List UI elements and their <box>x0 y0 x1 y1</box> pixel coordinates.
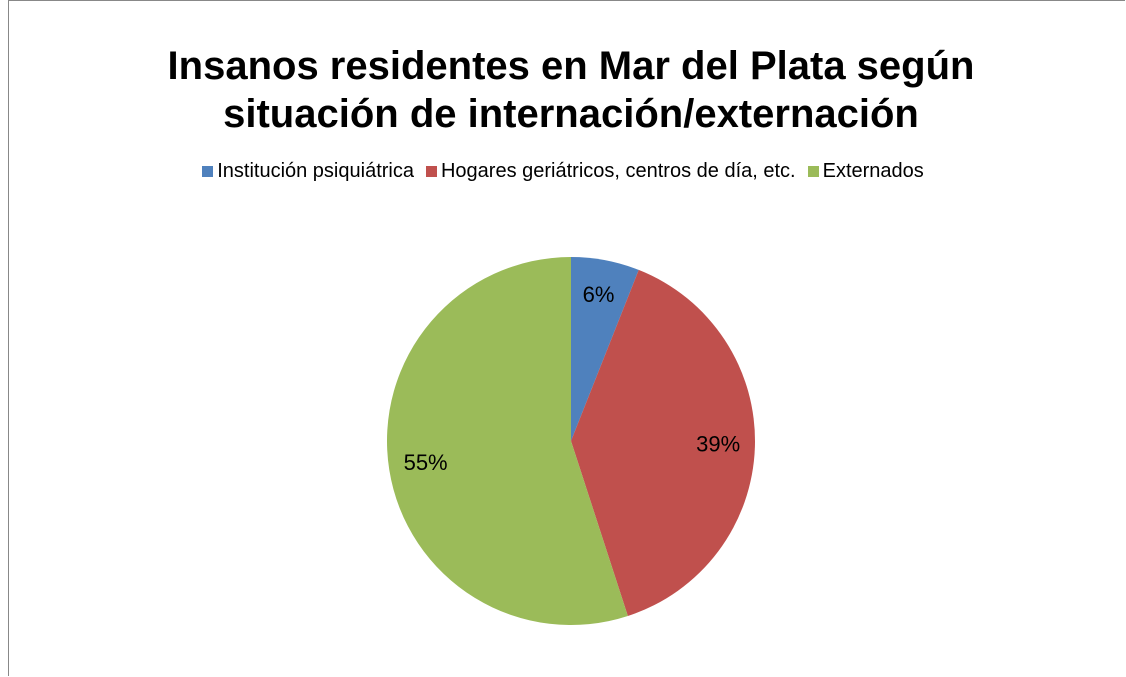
chart-frame <box>8 0 1125 676</box>
legend-label: Institución psiquiátrica <box>217 160 414 182</box>
legend-label: Hogares geriátricos, centros de día, etc… <box>440 160 796 182</box>
chart-title: Insanos residentes en Mar del Plata segú… <box>167 44 975 136</box>
legend-item: Institución psiquiátrica <box>202 160 414 183</box>
legend-item: Hogares geriátricos, centros de día, etc… <box>425 160 796 183</box>
legend: Institución psiquiátrica Hogares geriátri… <box>0 160 1126 183</box>
data-label: 6% <box>583 282 615 307</box>
data-label: 39% <box>696 431 740 456</box>
pie-slice <box>571 269 756 616</box>
legend-swatch <box>807 166 819 177</box>
legend-swatch <box>425 166 437 177</box>
legend-swatch <box>202 166 214 177</box>
legend-item: Externados <box>807 160 924 183</box>
legend-label: Externados <box>822 160 924 182</box>
pie-slice <box>387 257 628 625</box>
data-label: 55% <box>404 450 448 475</box>
pie-slice <box>571 257 639 441</box>
